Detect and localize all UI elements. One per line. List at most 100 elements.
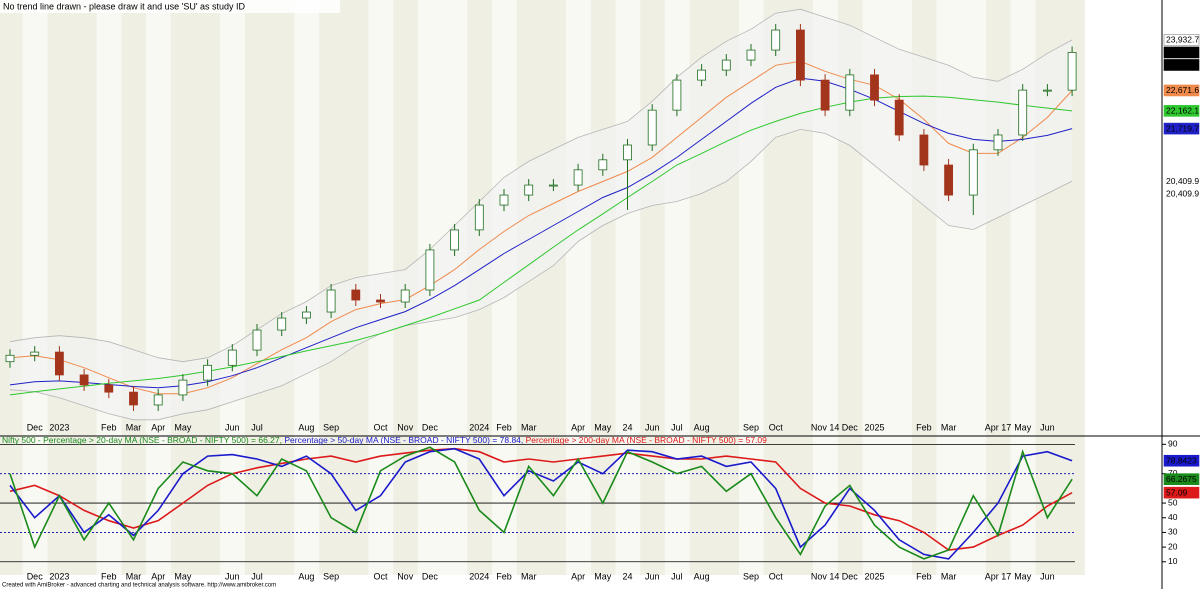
- x-tick-label: Jun: [225, 422, 240, 432]
- x-tick-label: May: [594, 571, 612, 581]
- x-tick-label: Sep: [323, 422, 339, 432]
- y-tick-label: 50: [1168, 497, 1178, 507]
- x-tick-label: Oct: [373, 422, 388, 432]
- candle-body: [5, 354, 15, 363]
- candle-body: [721, 59, 731, 71]
- legend: Nifty 500 - Percentage > 20-day MA (NSE …: [2, 435, 767, 445]
- candle-body: [79, 374, 89, 386]
- chart-title: No trend line drawn - please draw it and…: [3, 1, 246, 11]
- candle-body: [598, 159, 608, 171]
- candle-body: [153, 394, 163, 406]
- candle-body: [919, 134, 929, 166]
- x-tick-label: Jul: [251, 422, 263, 432]
- x-tick-label: Oct: [769, 571, 784, 581]
- month-band: [47, 0, 97, 575]
- month-band: [516, 0, 567, 575]
- x-tick-label: May: [174, 571, 192, 581]
- x-tick-label: 2025: [864, 571, 884, 581]
- month-band: [640, 0, 665, 575]
- month-band: [245, 0, 295, 575]
- month-band: [590, 0, 616, 575]
- x-tick-label: May: [594, 422, 612, 432]
- x-tick-label: 2023: [49, 422, 69, 432]
- month-band: [0, 0, 23, 575]
- candle-body: [425, 249, 435, 291]
- bollinger-upper: [9, 8, 1073, 363]
- x-tick-label: Nov 14: [811, 422, 840, 432]
- x-tick-label: Oct: [373, 571, 388, 581]
- x-tick-label: 24: [622, 422, 632, 432]
- candle-body: [30, 351, 40, 356]
- month-band: [22, 0, 48, 575]
- candle-body: [944, 164, 953, 196]
- value-label-box: [1163, 122, 1200, 135]
- plot-layer: 23,932.7 23,620.2 23,620.2 22,671.6 21,719.7…: [0, 8, 1200, 581]
- value-label-box: [1163, 34, 1200, 46]
- value-label-box: [1163, 84, 1200, 97]
- indicator-line: [9, 446, 1073, 560]
- month-band: [170, 0, 221, 575]
- candle-body: [55, 351, 64, 376]
- x-tick-label: Jul: [671, 571, 683, 581]
- candle-body: [203, 364, 213, 381]
- x-tick-label: Jul: [251, 571, 263, 581]
- x-tick-label: Aug: [694, 571, 710, 581]
- y-tick-label: 90: [1168, 439, 1178, 449]
- candle-body: [104, 384, 114, 393]
- value-label-box: [1163, 105, 1200, 117]
- x-tick-label: Apr: [571, 422, 585, 432]
- candle-body: [1043, 89, 1052, 92]
- x-tick-label: Nov: [397, 422, 414, 432]
- bollinger-lower: [9, 128, 1073, 421]
- value-label: 22,671.6: [1166, 85, 1199, 95]
- x-tick-label: Aug: [694, 422, 710, 432]
- x-tick-label: Dec: [27, 422, 44, 432]
- candle-body: [993, 134, 1003, 151]
- value-label-box: [1163, 59, 1200, 71]
- x-tick-label: Apr 17: [985, 571, 1012, 581]
- candle-body: [796, 29, 805, 81]
- x-tick-label: Mar: [126, 571, 142, 581]
- candle-body: [746, 49, 756, 61]
- candle-body: [326, 289, 336, 313]
- candle-body: [474, 204, 484, 231]
- value-label: 23,932.7: [1166, 35, 1199, 45]
- candle-body: [573, 169, 583, 186]
- x-tick-label: Feb: [496, 422, 512, 432]
- candle-body: [820, 79, 830, 111]
- value-label: 66.2675: [1166, 474, 1197, 484]
- x-tick-label: Jun: [645, 571, 660, 581]
- x-tick-label: Mar: [126, 422, 142, 432]
- candle-body: [129, 391, 138, 406]
- candle-body: [623, 144, 632, 161]
- y-tick-label: 40: [1168, 512, 1178, 522]
- y-tick-label: 70: [1168, 468, 1178, 478]
- x-tick-label: Mar: [521, 571, 537, 581]
- x-tick-label: Jun: [1040, 571, 1055, 581]
- candle-body: [277, 317, 287, 331]
- x-tick-label: May: [1014, 571, 1032, 581]
- x-tick-label: Dec: [422, 571, 439, 581]
- month-band: [96, 0, 122, 575]
- x-tick-label: Jun: [645, 422, 660, 432]
- value-label: 78.8423: [1166, 455, 1197, 465]
- x-tick-label: 2023: [49, 571, 69, 581]
- x-tick-label: Jun: [225, 571, 240, 581]
- x-tick-label: Mar: [521, 422, 537, 432]
- x-tick-label: 2024: [469, 571, 489, 581]
- x-tick-label: Dec: [842, 422, 859, 432]
- candle-body: [968, 149, 978, 196]
- x-tick-label: 2025: [864, 422, 884, 432]
- indicator-line: [9, 447, 1073, 551]
- x-tick-label: Apr: [151, 571, 165, 581]
- candle-body: [549, 184, 558, 187]
- candle-body: [647, 109, 657, 146]
- x-tick-label: Dec: [842, 571, 859, 581]
- candle-body: [351, 289, 361, 301]
- moving-average: [9, 95, 1073, 396]
- x-tick-label: Apr 17: [985, 422, 1012, 432]
- candle-body: [1067, 52, 1077, 91]
- value-label: 23,620.2: [1166, 60, 1199, 70]
- x-tick-label: Nov: [397, 571, 414, 581]
